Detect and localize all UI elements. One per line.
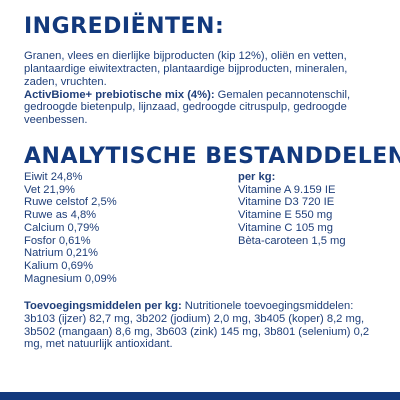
analytical-constituents-heading: ANALYTISCHE BESTANDDELEN: xyxy=(24,144,400,169)
constituent-item: Ruwe celstof 2,5% xyxy=(24,196,117,209)
constituent-item: Fosfor 0,61% xyxy=(24,234,91,247)
vitamin-item: Bèta-caroteen 1,5 mg xyxy=(238,234,346,247)
ingredients-heading: INGREDIËNTEN: xyxy=(24,14,225,39)
additives-text: Nutritionele toevoegingsmiddelen: 3b103 … xyxy=(24,300,370,351)
vitamin-item: Vitamine D3 720 IE xyxy=(238,196,335,209)
constituent-item: Natrium 0,21% xyxy=(24,247,98,260)
constituent-item: Ruwe as 4,8% xyxy=(24,209,97,222)
constituent-item: Vet 21,9% xyxy=(24,183,76,196)
additives-label: Toevoegingsmiddelen per kg: xyxy=(24,300,182,312)
ingredients-text: Granen, vlees en dierlijke bijproducten … xyxy=(24,50,348,88)
activbiome-text: Gemalen pecannotenschil, gedroogde biete… xyxy=(24,88,351,127)
vitamin-item: Vitamine A 9.159 IE xyxy=(238,183,336,196)
vitamins-list: per kg: Vitamine A 9.159 IE Vitamine D3 … xyxy=(238,171,388,247)
activbiome-paragraph: ActivBiome+ prebiotische mix (4%): Gemal… xyxy=(24,89,380,127)
activbiome-label: ActivBiome+ prebiotische mix (4%): xyxy=(24,88,215,101)
bottom-brand-bar xyxy=(0,392,400,400)
constituent-item: Eiwit 24,8% xyxy=(24,171,83,183)
constituents-list: Eiwit 24,8% Vet 21,9% Ruwe celstof 2,5% … xyxy=(24,171,204,285)
vitamin-item: Vitamine E 550 mg xyxy=(238,209,333,222)
additives-paragraph: Toevoegingsmiddelen per kg: Nutritionele… xyxy=(24,300,380,351)
per-kg-label: per kg: xyxy=(238,171,276,183)
vitamin-item: Vitamine C 105 mg xyxy=(238,221,333,234)
constituent-item: Calcium 0,79% xyxy=(24,221,100,234)
constituent-item: Kalium 0,69% xyxy=(24,259,94,272)
constituent-item: Magnesium 0,09% xyxy=(24,272,117,285)
